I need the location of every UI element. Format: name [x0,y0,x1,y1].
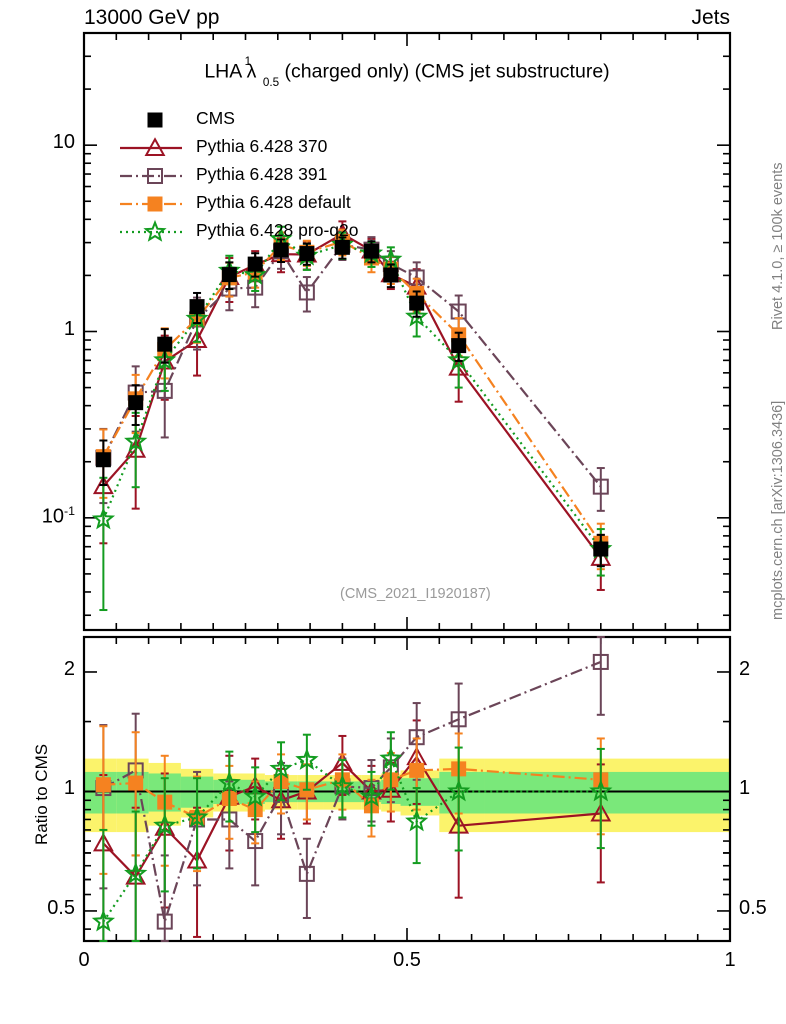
marker-open-star [405,809,429,832]
marker-open-star [91,909,116,932]
legend-entry-1[interactable] [120,137,182,156]
main-ytick-label-0: 10 [52,131,75,154]
marker-open-triangle [144,137,166,156]
title-lambda-group: λ1 0.5 [245,55,279,89]
marker-open-star [405,304,429,327]
legend-label-3: Pythia 6.428 default [196,192,351,212]
marker-filled-square [221,267,237,283]
main-plot-title: LHA λ1 0.5 (charged only) (CMS jet substr… [84,55,730,89]
main-series-pythia-6-428-default [95,228,609,571]
marker-open-square [298,284,315,301]
beam-energy-label: 13000 GeV pp [84,6,220,29]
marker-open-star [330,774,355,797]
marker-open-star [447,779,471,802]
legend-label-2: Pythia 6.428 391 [196,164,328,184]
title-suffix: (charged only) (CMS jet substructure) [279,60,610,83]
ratio-axis-label: Ratio to CMS [32,743,51,845]
marker-open-star [243,784,267,807]
series-line [102,757,601,923]
main-series-cms [95,236,609,568]
marker-open-star [143,219,167,242]
xtick-label-0: 0 [78,949,90,971]
marker-open-star [447,348,471,371]
marker-open-star [124,861,148,884]
main-series-pythia-6-428-pro-q2o [91,225,613,612]
marker-filled-square [247,256,263,272]
marker-open-square [592,653,609,670]
marker-filled-square [147,196,163,212]
marker-open-star [243,262,267,285]
marker-open-square [156,913,173,930]
title-lambda: λ [246,60,257,83]
marker-filled-square [409,762,425,778]
title-superscript: 1 [244,55,252,69]
marker-open-star [217,770,241,793]
marker-open-star [185,805,209,828]
ratio-ytick-label-right-2: 0.5 [739,896,767,919]
marker-filled-square [593,541,609,557]
ratio-ytick-label-left-2: 0.5 [47,896,75,919]
legend-entry-2[interactable] [120,168,182,184]
marker-filled-square [299,246,315,262]
marker-filled-square [147,112,163,128]
marker-open-star [153,813,177,836]
main-series-pythia-6-428-370 [92,220,612,591]
marker-open-star [153,348,177,371]
ratio-ytick-label-left-0: 2 [63,657,75,680]
legend-entry-4[interactable] [120,219,182,242]
marker-filled-square [451,338,467,354]
analysis-category-label: Jets [691,6,730,29]
main-series-pythia-6-428-391 [95,230,609,512]
legend-entry-0[interactable] [147,112,163,128]
ratio-ytick-label-right-1: 1 [739,777,751,800]
ratio-series-pythia-6-428-pro-q2o [91,731,613,942]
marker-open-square [147,168,163,184]
marker-filled-square [95,452,111,468]
main-plot-frame [82,31,732,632]
marker-filled-square [383,267,399,283]
marker-filled-square [95,777,111,793]
marker-open-star [379,746,403,769]
marker-filled-square [363,243,379,259]
series-line [102,243,602,488]
main-ytick-label-1: 1 [63,317,75,340]
series-line [102,240,602,544]
xtick-label-2: 1 [724,949,736,971]
marker-filled-square [409,295,425,311]
analysis-id-watermark: (CMS_2021_I1920187) [340,586,491,602]
title-subscript: 0.5 [262,75,280,89]
marker-filled-square [189,299,205,315]
marker-open-star [589,779,613,802]
legend-label-1: Pythia 6.428 370 [196,136,328,156]
legend-label-0: CMS [196,108,235,128]
marker-filled-square [334,239,350,255]
main-ytick-label-2: 10-1 [41,503,75,528]
legend-entry-3[interactable] [120,196,182,212]
ratio-ytick-label-left-1: 1 [63,777,75,800]
marker-open-star [295,747,319,770]
marker-open-square [450,711,467,728]
marker-open-star [124,429,148,452]
title-prefix: LHA [204,60,247,83]
marker-filled-square [128,775,144,791]
marker-open-square [592,478,609,495]
marker-open-star [359,784,384,807]
series-line [102,660,602,923]
marker-open-star [91,507,116,530]
marker-filled-square [128,395,144,411]
marker-open-star [269,756,293,779]
legend-label-4: Pythia 6.428 pro-q2o [196,220,359,240]
marker-filled-square [157,336,173,352]
marker-filled-square [273,242,289,258]
ratio-ytick-label-right-0: 2 [739,657,751,680]
marker-open-square [298,865,315,882]
xtick-label-1: 0.5 [393,949,421,971]
